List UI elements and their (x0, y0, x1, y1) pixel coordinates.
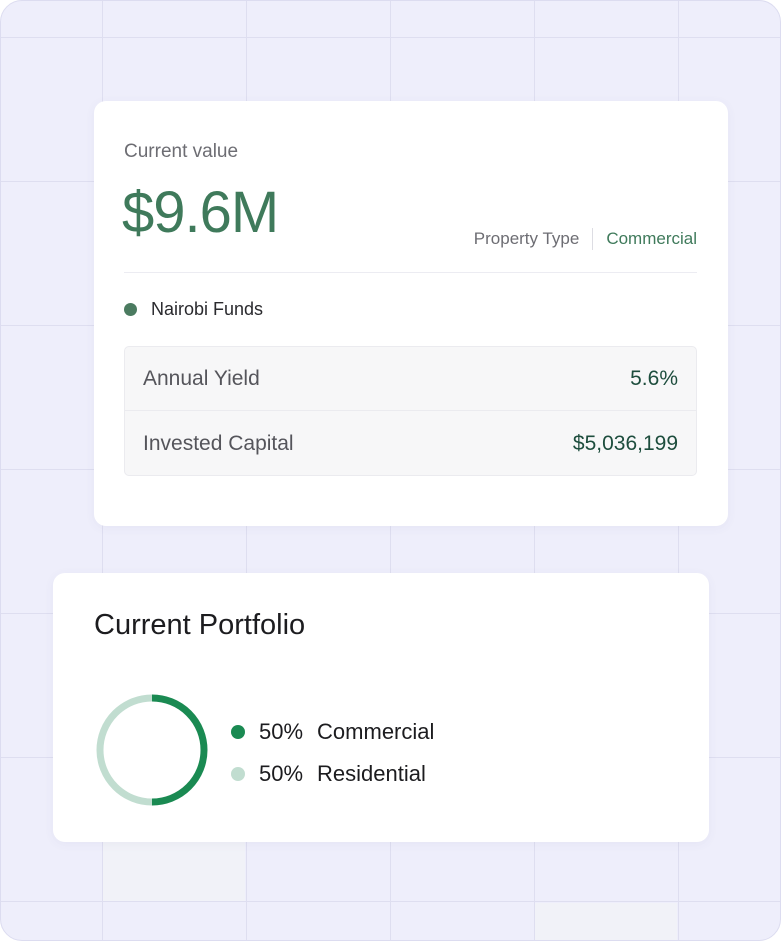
donut-slice-commercial (151, 694, 208, 806)
portfolio-legend: 50% Commercial 50% Residential (231, 711, 434, 795)
legend-label: Commercial (317, 719, 435, 744)
portfolio-donut-chart (96, 694, 208, 806)
current-value-amount: $9.6M (122, 180, 279, 245)
property-type-label: Property Type (473, 229, 580, 248)
legend-label: Residential (317, 761, 426, 786)
legend-percent: 50% (259, 719, 304, 744)
current-value-card: Current value $9.6M Property Type Commer… (94, 101, 728, 526)
stat-row-annual-yield: Annual Yield 5.6% (125, 347, 696, 411)
fund-dot-icon (124, 303, 137, 316)
property-type: Property Type Commercial (474, 228, 697, 250)
legend-dot-residential (231, 767, 245, 781)
legend-dot-commercial (231, 725, 245, 739)
grid-cell-highlight (535, 903, 677, 940)
stat-value: 5.6% (630, 366, 678, 390)
stat-label: Invested Capital (143, 432, 294, 455)
stats-table: Annual Yield 5.6% Invested Capital $5,03… (124, 346, 697, 476)
stat-row-invested-capital: Invested Capital $5,036,199 (125, 412, 696, 476)
current-value-label: Current value (124, 141, 239, 162)
legend-item-residential: 50% Residential (231, 753, 434, 795)
legend-item-commercial: 50% Commercial (231, 711, 434, 753)
current-portfolio-card: Current Portfolio 50% Commercial 50% Res… (53, 573, 709, 842)
divider (124, 272, 697, 273)
property-type-value: Commercial (606, 229, 697, 248)
donut-slice-residential (96, 694, 153, 806)
stat-label: Annual Yield (143, 366, 260, 390)
fund-name-label: Nairobi Funds (151, 299, 264, 319)
fund-name: Nairobi Funds (124, 299, 263, 320)
stat-value: $5,036,199 (572, 432, 678, 455)
property-type-separator (592, 228, 594, 250)
portfolio-title: Current Portfolio (94, 609, 306, 641)
legend-percent: 50% (259, 761, 304, 786)
